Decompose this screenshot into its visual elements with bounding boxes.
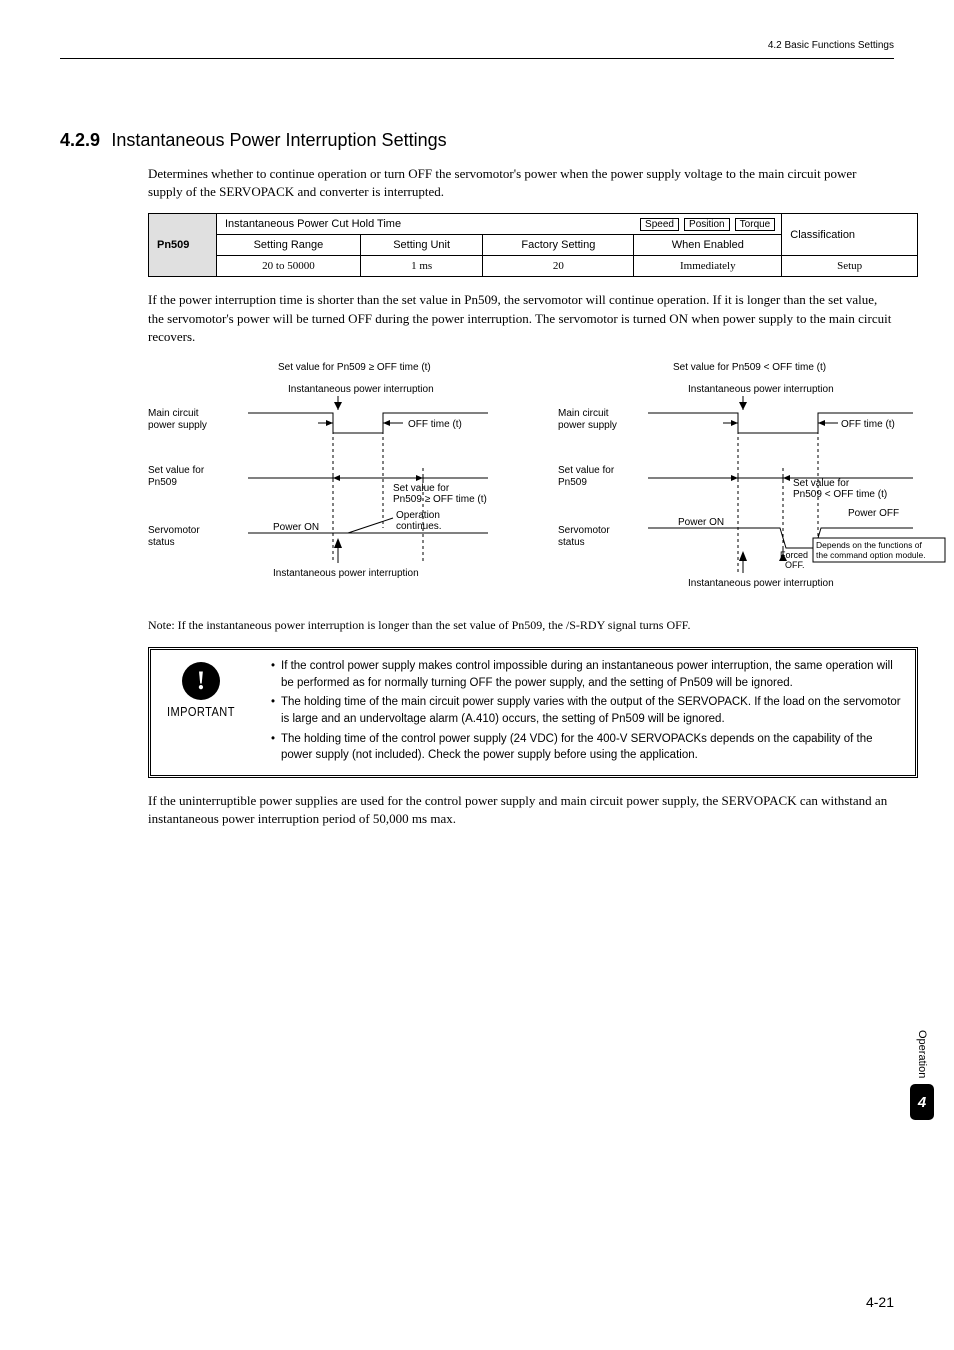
important-left: ! IMPORTANT <box>151 650 251 775</box>
side-tab-chapter: 4 <box>910 1084 934 1120</box>
svg-text:Pn509: Pn509 <box>558 477 587 488</box>
svg-text:the command option module.: the command option module. <box>816 550 926 560</box>
svg-text:continues.: continues. <box>396 521 442 532</box>
svg-text:status: status <box>558 537 585 548</box>
note: Note: If the instantaneous power interru… <box>148 618 894 633</box>
page-number: 4-21 <box>866 1294 894 1310</box>
paragraph-2: If the power interruption time is shorte… <box>148 291 894 346</box>
svg-text:Instantaneous power interrupti: Instantaneous power interruption <box>288 384 434 395</box>
td-when: Immediately <box>634 256 782 277</box>
svg-text:status: status <box>148 537 175 548</box>
important-item-2: The holding time of the main circuit pow… <box>271 694 905 727</box>
svg-text:OFF time (t): OFF time (t) <box>408 419 462 430</box>
header-breadcrumb: 4.2 Basic Functions Settings <box>768 40 894 51</box>
parameter-table: Pn509 Instantaneous Power Cut Hold Time … <box>148 213 918 277</box>
td-unit: 1 ms <box>360 256 483 277</box>
svg-text:Pn509: Pn509 <box>148 477 177 488</box>
svg-text:Depends on the functions of: Depends on the functions of <box>816 540 922 550</box>
classification-header: Classification <box>782 214 918 256</box>
svg-text:Set value for: Set value for <box>148 465 205 476</box>
svg-text:Instantaneous power interrupti: Instantaneous power interruption <box>273 568 419 579</box>
svg-text:Set value for Pn509 ≥ OFF time: Set value for Pn509 ≥ OFF time (t) <box>278 362 431 373</box>
svg-text:Pn509 ≥ OFF time (t): Pn509 ≥ OFF time (t) <box>393 494 487 505</box>
th-factory: Factory Setting <box>483 235 634 256</box>
param-title: Instantaneous Power Cut Hold Time <box>225 218 401 230</box>
paragraph-3: If the uninterruptible power supplies ar… <box>148 792 894 828</box>
svg-text:Forced: Forced <box>780 550 808 560</box>
th-unit: Setting Unit <box>360 235 483 256</box>
important-box: ! IMPORTANT If the control power supply … <box>148 647 918 778</box>
svg-text:Set value for: Set value for <box>558 465 615 476</box>
side-tab: Operation 4 <box>910 1030 934 1120</box>
svg-text:Set value for: Set value for <box>393 483 450 494</box>
svg-text:power supply: power supply <box>558 420 617 431</box>
svg-text:Servomotor: Servomotor <box>148 525 200 536</box>
badge-position: Position <box>684 218 730 231</box>
badge-group: Speed Position Torque <box>638 218 775 231</box>
td-range: 20 to 50000 <box>217 256 361 277</box>
svg-text:OFF time (t): OFF time (t) <box>841 419 895 430</box>
svg-text:power supply: power supply <box>148 420 207 431</box>
td-factory: 20 <box>483 256 634 277</box>
param-id: Pn509 <box>149 214 217 277</box>
header-rule <box>60 58 894 59</box>
exclamation-icon: ! <box>182 662 220 700</box>
important-item-3: The holding time of the control power su… <box>271 731 905 764</box>
svg-text:Set value for Pn509 < OFF time: Set value for Pn509 < OFF time (t) <box>673 362 826 373</box>
badge-torque: Torque <box>735 218 776 231</box>
section-number: 4.2.9 <box>60 130 100 150</box>
intro-paragraph: Determines whether to continue operation… <box>148 165 894 201</box>
svg-text:OFF.: OFF. <box>785 560 805 570</box>
svg-text:Set value for: Set value for <box>793 478 850 489</box>
section-title-text: Instantaneous Power Interruption Setting… <box>111 130 446 150</box>
side-tab-label: Operation <box>916 1030 928 1078</box>
th-when: When Enabled <box>634 235 782 256</box>
svg-text:Main circuit: Main circuit <box>558 408 609 419</box>
svg-text:Pn509 < OFF time (t): Pn509 < OFF time (t) <box>793 489 887 500</box>
svg-text:Power ON: Power ON <box>273 522 319 533</box>
important-label: IMPORTANT <box>167 704 235 719</box>
param-title-cell: Instantaneous Power Cut Hold Time Speed … <box>217 214 782 235</box>
svg-text:Main circuit: Main circuit <box>148 408 199 419</box>
badge-speed: Speed <box>640 218 679 231</box>
svg-text:Operation: Operation <box>396 510 440 521</box>
svg-text:Power ON: Power ON <box>678 517 724 528</box>
svg-text:Power OFF: Power OFF <box>848 508 899 519</box>
svg-text:Instantaneous power interrupti: Instantaneous power interruption <box>688 384 834 395</box>
svg-text:Instantaneous power interrupti: Instantaneous power interruption <box>688 578 834 589</box>
timing-diagram: Main circuit power supply OFF time (t) S… <box>148 358 918 608</box>
important-content: If the control power supply makes contro… <box>251 650 915 775</box>
important-item-1: If the control power supply makes contro… <box>271 658 905 691</box>
section-heading: 4.2.9 Instantaneous Power Interruption S… <box>60 130 894 151</box>
svg-text:Servomotor: Servomotor <box>558 525 610 536</box>
td-classification: Setup <box>782 256 918 277</box>
th-range: Setting Range <box>217 235 361 256</box>
